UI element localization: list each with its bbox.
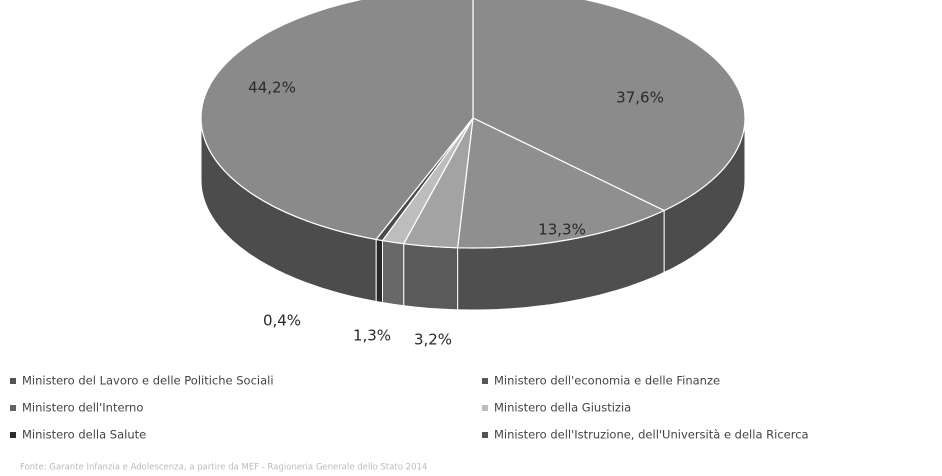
pie-side — [382, 240, 405, 307]
data-label: 13,3% — [538, 221, 586, 239]
pie-tops — [200, 0, 746, 249]
legend-label: Ministero del Lavoro e delle Politiche S… — [22, 374, 274, 388]
legend-swatch — [10, 405, 16, 411]
legend-swatch — [10, 432, 16, 438]
data-label: 3,2% — [414, 331, 452, 349]
data-label: 0,4% — [263, 312, 301, 330]
pie-slice — [200, 0, 474, 241]
data-label: 37,6% — [616, 89, 664, 107]
data-label: 44,2% — [248, 79, 296, 97]
legend-swatch — [482, 432, 488, 438]
legend-label: Ministero della Salute — [22, 428, 146, 442]
legend-label: Ministero dell'Interno — [22, 401, 143, 415]
pie-side — [375, 238, 383, 304]
pie-slice — [456, 117, 666, 249]
legend-label: Ministero dell'economia e delle Finanze — [494, 374, 720, 388]
legend-swatch — [482, 378, 488, 384]
legend-swatch — [482, 405, 488, 411]
pie-side — [403, 243, 459, 311]
pie-slice — [472, 0, 746, 212]
source-note: Fonte: Garante Infanzia e Adolescenza, a… — [20, 463, 427, 473]
legend-swatch — [10, 378, 16, 384]
legend-label: Ministero dell'Istruzione, dell'Universi… — [494, 428, 809, 442]
legend-label: Ministero della Giustizia — [494, 401, 631, 415]
data-label: 1,3% — [353, 327, 391, 345]
